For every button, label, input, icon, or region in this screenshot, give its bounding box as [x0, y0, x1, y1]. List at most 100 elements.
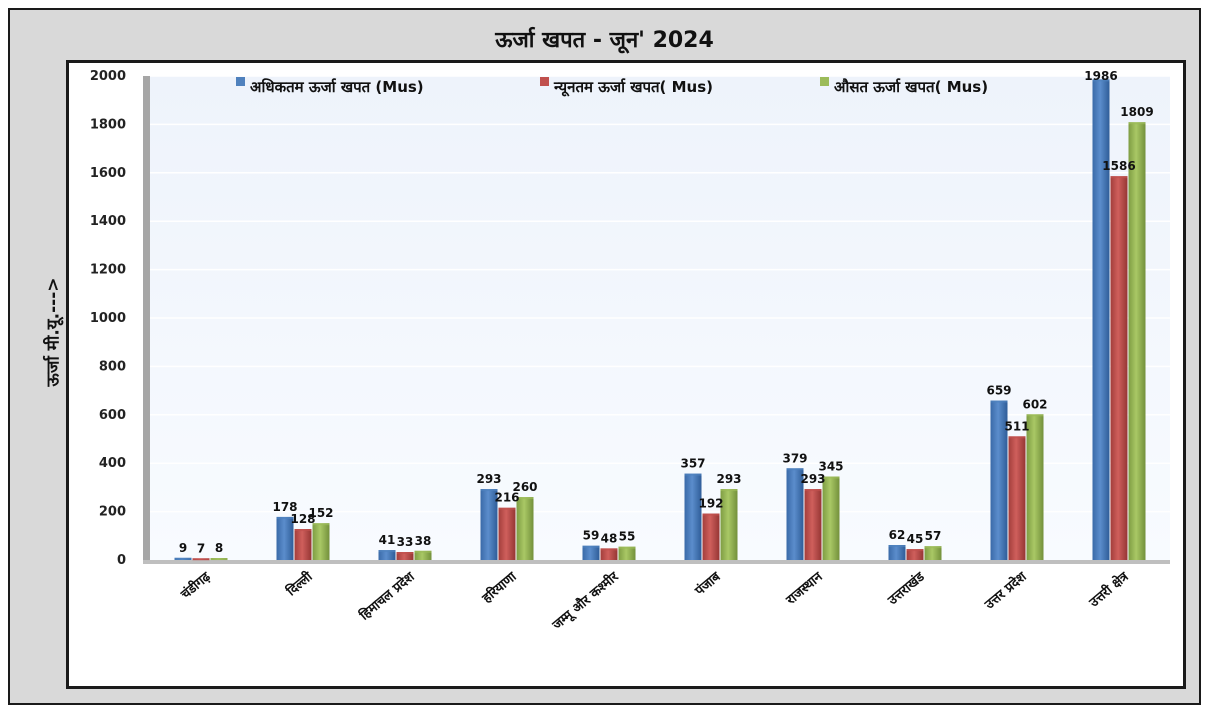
bar-top [702, 513, 720, 516]
data-label: 41 [379, 533, 396, 547]
data-label: 48 [601, 531, 618, 545]
bar [516, 497, 534, 560]
legend-entry: अधिकतम ऊर्जा खपत (Mus) [250, 78, 424, 96]
legend: अधिकतम ऊर्जा खपत (Mus) न्यूनतम ऊर्जा खपत(… [236, 77, 988, 97]
data-label: 45 [907, 532, 924, 546]
bar [702, 513, 720, 560]
data-label: 511 [1004, 419, 1029, 433]
bar-top [1026, 414, 1044, 417]
bar-top [480, 489, 498, 492]
bar [294, 529, 312, 560]
data-label: 659 [986, 384, 1011, 398]
data-label: 293 [716, 472, 741, 486]
bar-top [786, 468, 804, 471]
bar-top [720, 489, 738, 492]
bar-top [396, 552, 414, 555]
data-label: 379 [782, 451, 807, 465]
bar [684, 473, 702, 560]
category-label: जम्मू और कश्मीर [549, 568, 623, 633]
bar-top [600, 548, 618, 551]
category-label: चंडीगढ़ [177, 568, 214, 603]
y-tick-label: 800 [99, 359, 126, 374]
data-label: 128 [290, 512, 315, 526]
bar [582, 545, 600, 560]
data-label: 152 [308, 506, 333, 520]
data-label: 1986 [1084, 69, 1117, 83]
data-label: 62 [889, 528, 906, 542]
data-label: 178 [272, 500, 297, 514]
legend-entry: औसत ऊर्जा खपत( Mus) [834, 78, 988, 96]
y-tick-label: 0 [117, 553, 126, 568]
category-label: राजस्थान [783, 569, 826, 609]
data-label: 59 [583, 529, 600, 543]
bar-top [516, 497, 534, 500]
category-label: पंजाब [691, 568, 724, 599]
bar-top [1008, 436, 1026, 439]
bar-top [990, 400, 1008, 403]
bar [276, 516, 294, 560]
bar-top [684, 473, 702, 476]
bar-top [276, 516, 294, 519]
x-axis-floor [143, 560, 1170, 564]
legend-swatch [540, 77, 549, 86]
bar-top [1092, 79, 1110, 82]
bar-top [1128, 122, 1146, 125]
data-label: 1809 [1120, 105, 1153, 119]
bar [720, 489, 738, 560]
y-tick-label: 400 [99, 456, 126, 471]
bar [1092, 79, 1110, 560]
category-label: उत्तराखंड [884, 568, 928, 609]
data-label: 9 [179, 541, 187, 555]
category-label: उत्तर प्रदेश [981, 568, 1031, 613]
y-tick-label: 1200 [90, 263, 126, 278]
y-tick-label: 1000 [90, 311, 126, 326]
bar [888, 544, 906, 560]
data-label: 8 [215, 541, 223, 555]
bar-top [822, 476, 840, 479]
y-axis-wall [143, 76, 150, 564]
bar [1128, 122, 1146, 561]
bar-top [498, 507, 516, 510]
data-label: 345 [818, 460, 843, 474]
y-tick-label: 2000 [90, 69, 126, 84]
bar [786, 468, 804, 560]
category-label: हिमाचल प्रदेश [356, 568, 419, 624]
bar-top [378, 550, 396, 553]
data-label: 293 [476, 472, 501, 486]
legend-swatch [820, 77, 829, 86]
data-label: 260 [512, 480, 537, 494]
y-tick-label: 600 [99, 408, 126, 423]
data-label: 1586 [1102, 159, 1135, 173]
y-tick-label: 1800 [90, 117, 126, 132]
bar-top [924, 546, 942, 549]
legend-swatch [236, 77, 245, 86]
bar-top [294, 529, 312, 532]
bar [906, 549, 924, 560]
bar [498, 507, 516, 560]
bar-top [210, 558, 228, 561]
data-label: 57 [925, 529, 942, 543]
bar-top [414, 550, 432, 553]
data-label: 7 [197, 541, 205, 555]
bar [378, 550, 396, 560]
bar [924, 546, 942, 560]
bar [618, 546, 636, 560]
data-label: 357 [680, 457, 705, 471]
category-label: दिल्ली [283, 568, 316, 600]
data-label: 293 [800, 472, 825, 486]
data-label: 602 [1022, 397, 1047, 411]
bar-top [582, 545, 600, 548]
bar-top [1110, 176, 1128, 179]
bar [480, 489, 498, 560]
bar-top [888, 544, 906, 547]
bar-top [804, 489, 822, 492]
bar [990, 400, 1008, 560]
bar [822, 476, 840, 560]
bar [396, 552, 414, 560]
category-label: हरियाणा [478, 568, 520, 607]
y-tick-label: 1600 [90, 166, 126, 181]
data-label: 33 [397, 535, 414, 549]
bar-top [174, 557, 192, 560]
